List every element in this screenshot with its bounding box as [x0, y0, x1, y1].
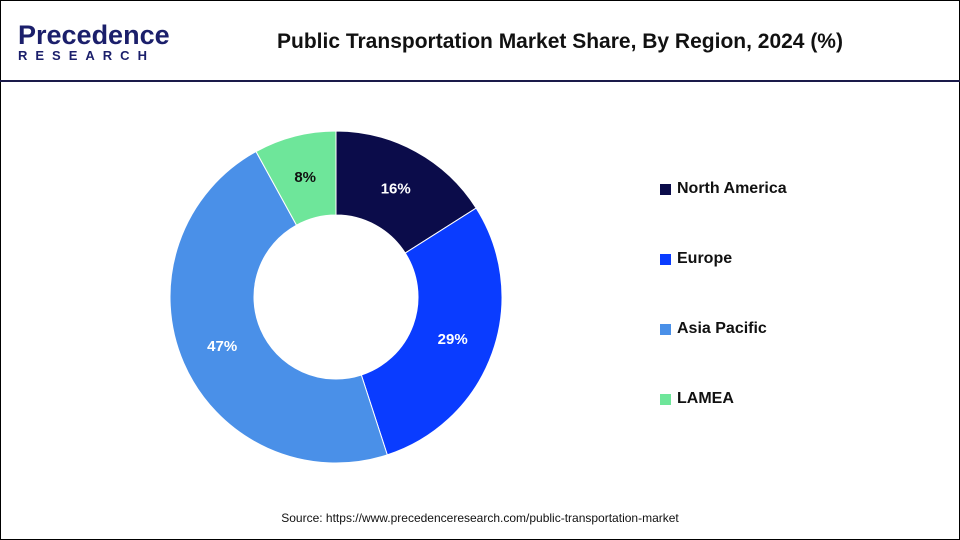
- slice-lamea: [255, 130, 337, 226]
- data-label: 29%: [438, 331, 468, 348]
- source-text: Source: https://www.precedenceresearch.c…: [281, 511, 679, 525]
- legend-label: North America: [677, 180, 787, 197]
- slice-europe: [360, 207, 503, 456]
- data-label: 16%: [381, 180, 411, 197]
- logo-subtext: RESEARCH: [18, 48, 155, 63]
- legend-swatch: [660, 183, 671, 195]
- logo-text: Precedence: [18, 20, 170, 50]
- legend-item: LAMEA: [660, 390, 734, 408]
- legend-swatch: [660, 393, 671, 405]
- legend-label: Europe: [677, 250, 733, 267]
- header: Precedence RESEARCH Public Transportatio…: [0, 0, 960, 82]
- legend-label: Asia Pacific: [677, 320, 767, 337]
- data-label: 47%: [207, 338, 237, 355]
- legend-label: LAMEA: [677, 390, 734, 407]
- chart-title: Public Transportation Market Share, By R…: [277, 30, 843, 53]
- legend-swatch: [660, 323, 671, 335]
- legend-item: North America: [660, 180, 787, 198]
- slice-asia-pacific: [169, 150, 388, 464]
- data-label: 8%: [294, 169, 316, 186]
- legend-item: Europe: [660, 250, 732, 268]
- slice-north-america: [335, 130, 477, 254]
- logo: Precedence RESEARCH: [18, 20, 170, 64]
- legend-swatch: [660, 253, 671, 265]
- legend-item: Asia Pacific: [660, 320, 767, 338]
